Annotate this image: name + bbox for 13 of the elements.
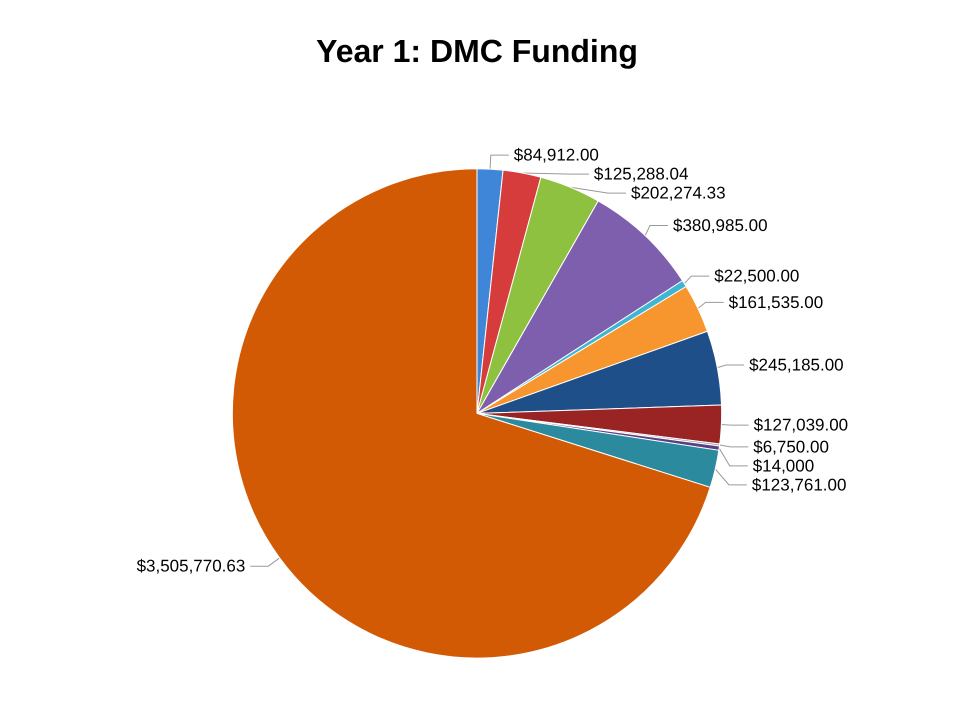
data-label: $161,535.00 — [728, 292, 824, 312]
data-label: $245,185.00 — [749, 355, 844, 374]
data-label: $123,761.00 — [752, 475, 846, 494]
data-label: $6,750.00 — [753, 437, 829, 456]
data-label: $22,500.00 — [714, 266, 800, 286]
data-label: $125,288.04 — [594, 164, 688, 184]
data-label: $380,985.00 — [673, 216, 768, 236]
chart-title: Year 1: DMC Funding — [316, 33, 638, 69]
data-label: $127,039.00 — [754, 416, 848, 435]
data-label: $202,274.33 — [630, 184, 726, 203]
data-label: $3,505,770.63 — [136, 556, 246, 576]
data-label: $84,912.00 — [514, 146, 599, 165]
data-label: $14,000 — [752, 456, 814, 476]
